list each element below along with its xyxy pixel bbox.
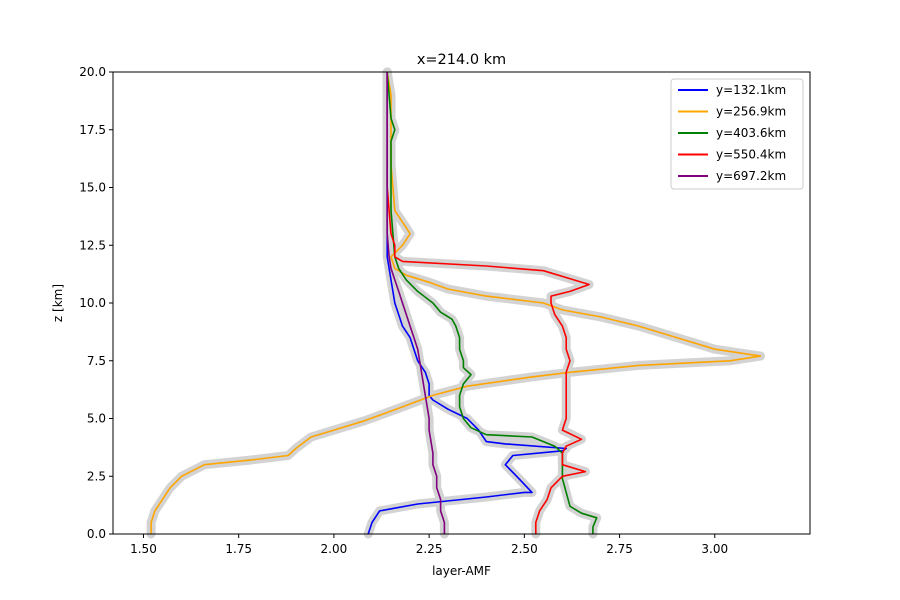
legend-label-3: y=403.6km — [716, 126, 786, 140]
x-tick-label: 2.25 — [416, 542, 443, 556]
legend-label-5: y=697.2km — [716, 169, 786, 183]
chart-title: x=214.0 km — [417, 52, 506, 68]
y-tick-label: 20.0 — [79, 65, 106, 79]
legend-label-1: y=132.1km — [716, 83, 786, 97]
legend: y=132.1km y=256.9km y=403.6km y=550.4km y=69… — [670, 78, 804, 190]
series-line-2 — [150, 71, 762, 534]
x-tick-label: 2.50 — [511, 542, 538, 556]
series-line-4 — [386, 72, 590, 534]
x-tick-label: 3.00 — [701, 542, 728, 556]
x-tick-label: 2.00 — [321, 542, 348, 556]
y-axis-label: z [km] — [51, 284, 65, 322]
series-lines — [150, 71, 762, 535]
y-tick-label: 0.0 — [87, 527, 106, 541]
series-line-5 — [386, 72, 446, 534]
y-tick-label: 7.5 — [87, 354, 106, 368]
y-tick-label: 2.5 — [87, 469, 106, 483]
x-tick-label: 2.75 — [606, 542, 633, 556]
x-axis-ticks: 1.50 1.75 2.00 2.25 2.50 2.75 3.00 — [130, 534, 728, 556]
y-tick-label: 5.0 — [87, 412, 106, 426]
legend-label-4: y=550.4km — [716, 148, 786, 162]
y-tick-label: 10.0 — [79, 296, 106, 310]
y-tick-label: 17.5 — [79, 123, 106, 137]
uncertainty-band-4 — [382, 67, 594, 539]
legend-label-2: y=256.9km — [716, 105, 786, 119]
y-axis-ticks: 0.0 2.5 5.0 7.5 10.0 12.5 15.0 17.5 20.0 — [79, 65, 113, 541]
x-tick-label: 1.75 — [225, 542, 252, 556]
legend-box — [670, 78, 804, 190]
series-line-3 — [386, 71, 598, 534]
uncertainty-bands — [146, 67, 765, 539]
uncertainty-band-2 — [146, 67, 765, 539]
x-axis-label: layer-AMF — [432, 564, 491, 578]
y-tick-label: 15.0 — [79, 181, 106, 195]
y-tick-label: 12.5 — [79, 238, 106, 252]
x-tick-label: 1.50 — [130, 542, 157, 556]
